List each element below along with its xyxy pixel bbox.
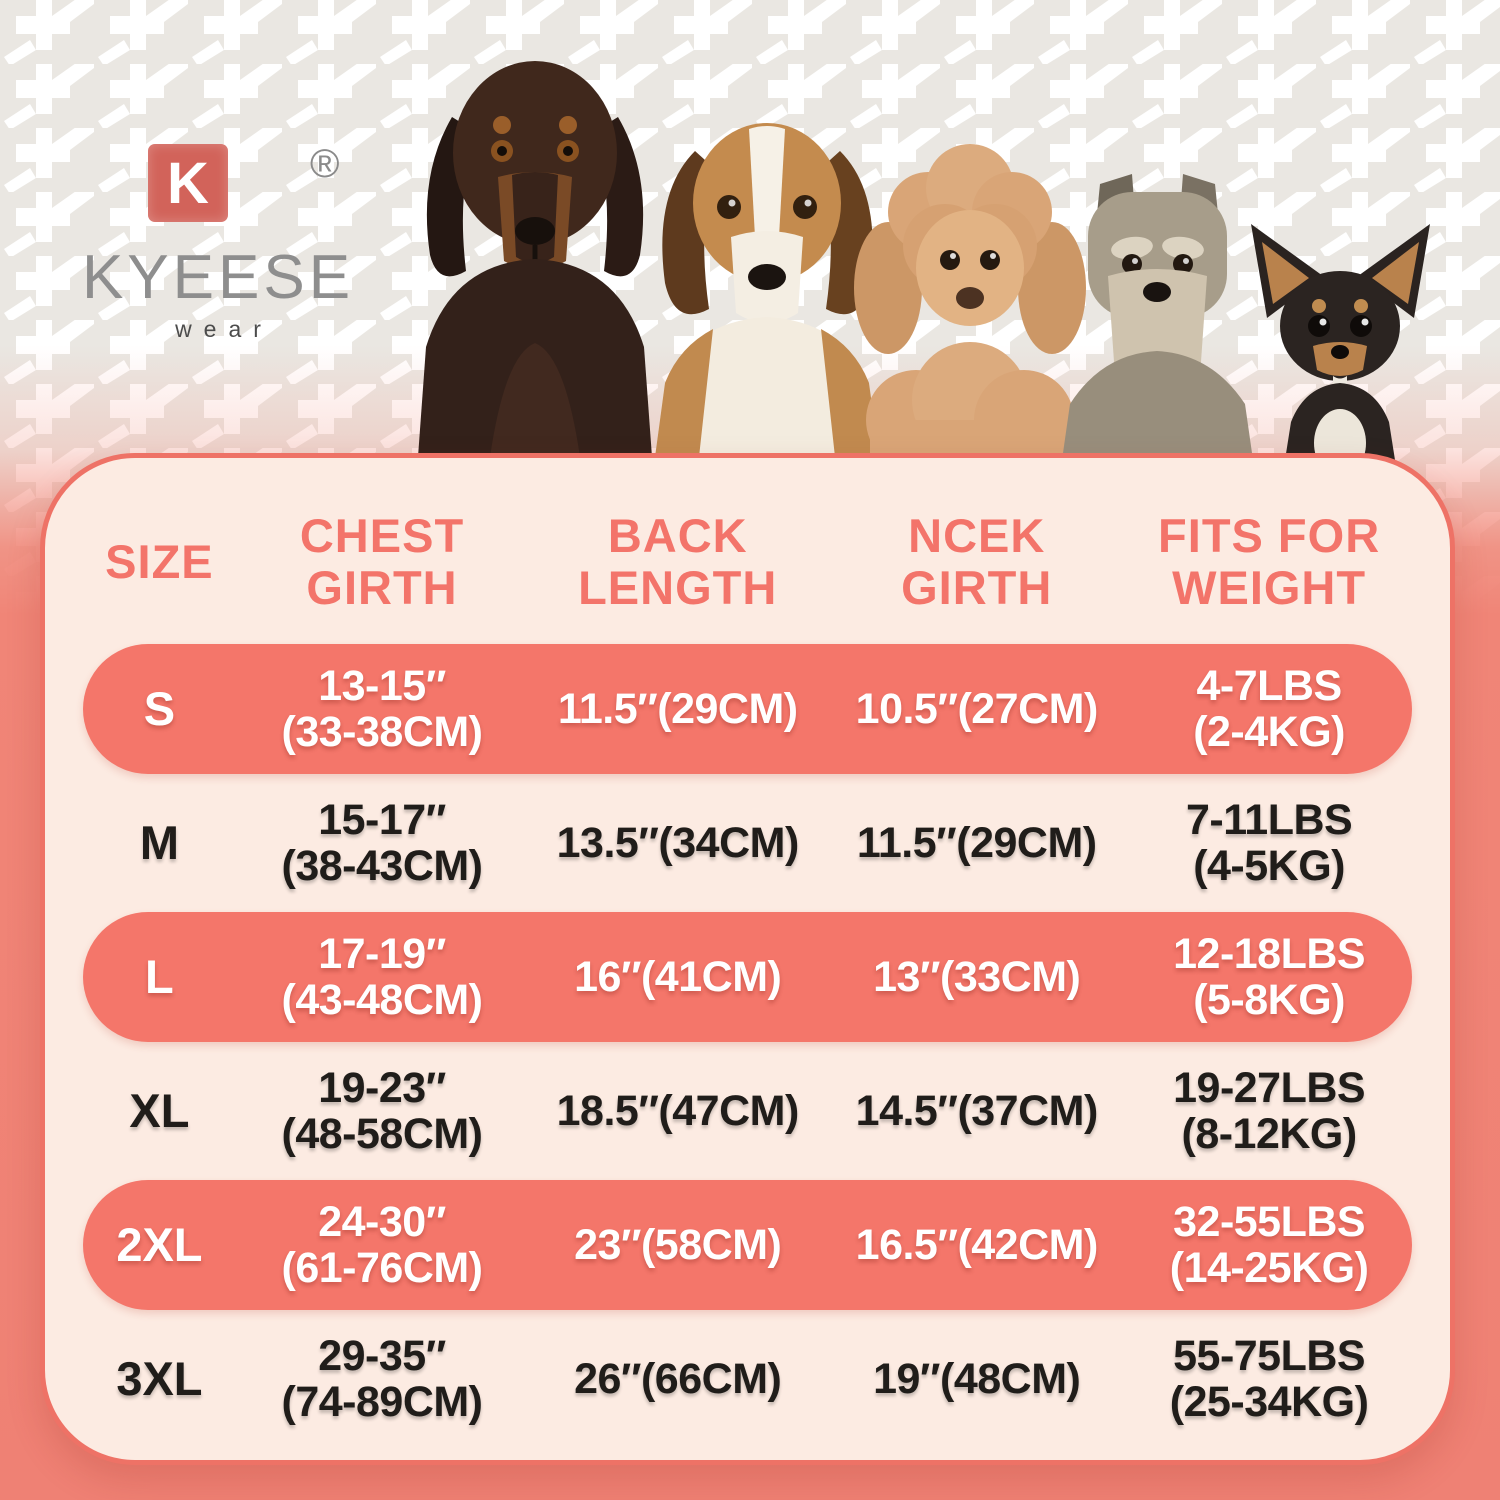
back-length-value: 13.5″(34CM) (556, 819, 800, 867)
weight-value: 12-18LBS (5-8KG) (1173, 930, 1366, 1024)
table-row-size-2xl: 2XL 24-30″ (61-76CM) 23″(58CM) 16.5″(42C… (83, 1180, 1412, 1310)
header-fits-for-weight: FITS FOR WEIGHT (1158, 509, 1381, 614)
size-label: S (143, 681, 176, 735)
table-row-size-xl: XL 19-23″ (48-58CM) 18.5″(47CM) 14.5″(37… (83, 1046, 1412, 1176)
size-chart-card: SIZE CHEST GIRTH BACK LENGTH NCEK GIRTH … (40, 453, 1455, 1465)
weight-value: 19-27LBS (8-12KG) (1173, 1064, 1366, 1158)
neck-girth-value: 19″(48CM) (873, 1355, 1081, 1403)
chest-girth-value: 19-23″ (48-58CM) (281, 1064, 484, 1158)
weight-value: 55-75LBS (25-34KG) (1169, 1332, 1369, 1426)
back-length-value: 23″(58CM) (574, 1221, 782, 1269)
header-neck-girth: NCEK GIRTH (901, 509, 1053, 614)
chest-girth-value: 15-17″ (38-43CM) (281, 796, 484, 890)
size-label: 2XL (116, 1217, 203, 1271)
neck-girth-value: 13″(33CM) (873, 953, 1081, 1001)
table-row-size-3xl: 3XL 29-35″ (74-89CM) 26″(66CM) 19″(48CM)… (83, 1314, 1412, 1444)
size-chart-header-row: SIZE CHEST GIRTH BACK LENGTH NCEK GIRTH … (83, 484, 1412, 640)
neck-girth-value: 16.5″(42CM) (855, 1221, 1099, 1269)
weight-value: 32-55LBS (14-25KG) (1169, 1198, 1369, 1292)
weight-value: 4-7LBS (2-4KG) (1193, 662, 1345, 756)
back-length-value: 18.5″(47CM) (556, 1087, 800, 1135)
size-label: M (139, 815, 179, 869)
table-row-size-s: S 13-15″ (33-38CM) 11.5″(29CM) 10.5″(27C… (83, 644, 1412, 774)
back-length-value: 11.5″(29CM) (557, 685, 798, 733)
schnauzer-dog-image (1062, 174, 1253, 460)
chest-girth-value: 13-15″ (33-38CM) (281, 662, 484, 756)
neck-girth-value: 10.5″(27CM) (855, 685, 1099, 733)
chest-girth-value: 17-19″ (43-48CM) (281, 930, 484, 1024)
chest-girth-value: 29-35″ (74-89CM) (281, 1332, 484, 1426)
size-label: XL (129, 1083, 190, 1137)
back-length-value: 26″(66CM) (574, 1355, 782, 1403)
chihuahua-dog-image (1251, 224, 1430, 460)
header-chest-girth: CHEST GIRTH (299, 509, 465, 614)
table-row-size-m: M 15-17″ (38-43CM) 13.5″(34CM) 11.5″(29C… (83, 778, 1412, 908)
header-back-length: BACK LENGTH (578, 509, 778, 614)
neck-girth-value: 11.5″(29CM) (856, 819, 1097, 867)
table-row-size-l: L 17-19″ (43-48CM) 16″(41CM) 13″(33CM) 1… (83, 912, 1412, 1042)
neck-girth-value: 14.5″(37CM) (855, 1087, 1099, 1135)
size-label: 3XL (116, 1351, 203, 1405)
header-size: SIZE (105, 535, 214, 589)
chest-girth-value: 24-30″ (61-76CM) (281, 1198, 484, 1292)
size-label: L (145, 949, 174, 1003)
back-length-value: 16″(41CM) (574, 953, 782, 1001)
weight-value: 7-11LBS (4-5KG) (1186, 796, 1353, 890)
